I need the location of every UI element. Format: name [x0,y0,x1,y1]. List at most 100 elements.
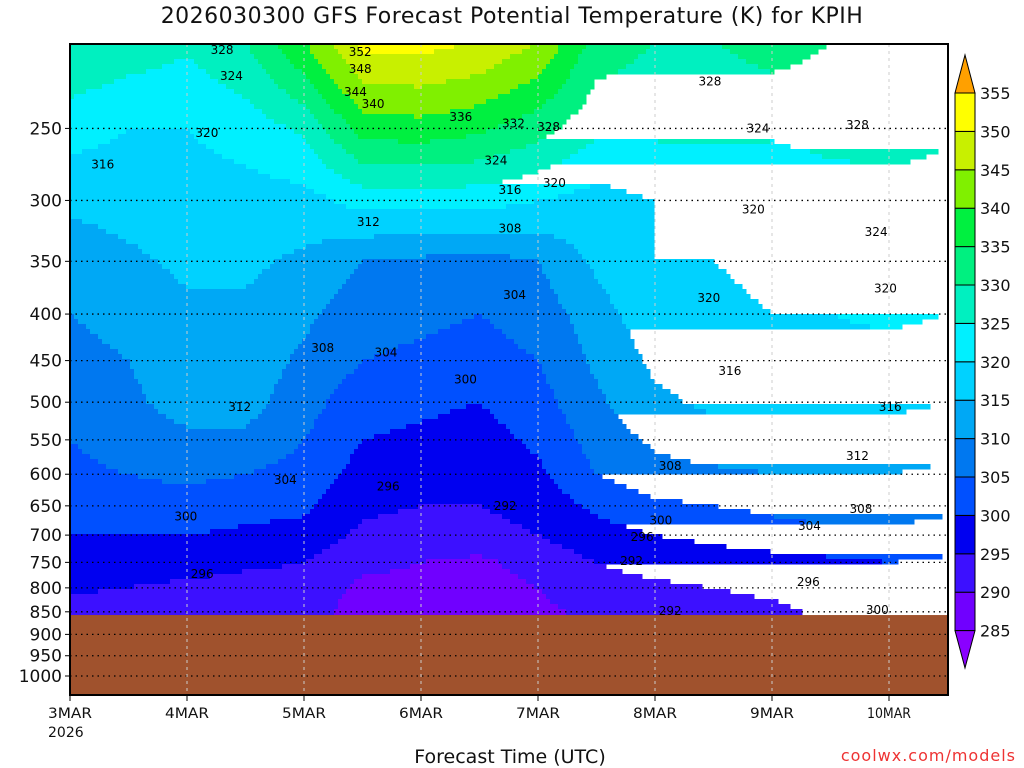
contour-label: 320 [195,126,218,140]
heatmap-cell [334,199,535,205]
heatmap-cell [90,329,311,335]
contour-label: 328 [846,118,869,132]
heatmap-cell [102,84,227,90]
heatmap-cell [510,89,559,95]
heatmap-cell [70,304,327,310]
heatmap-cell [646,49,731,55]
heatmap-cell [70,494,323,500]
y-axis: 2503003504004505005506006507007508008509… [19,119,70,687]
heatmap-cell [186,284,247,290]
x-tick-label: 5MAR [282,706,326,722]
contour-label: 312 [357,215,380,229]
heatmap-cell [342,114,415,120]
heatmap-cell [350,94,499,100]
heatmap-cell [70,179,291,185]
heatmap-cell [406,424,507,430]
contour-label: 296 [191,567,214,581]
heatmap-cell [70,189,315,195]
heatmap-cell [558,194,643,200]
heatmap-cell [390,569,511,575]
contour-label: 312 [228,400,251,414]
colorbar-label: 300 [980,506,1011,525]
heatmap-cell [70,89,87,95]
heatmap-cell [70,149,83,155]
heatmap-cell [70,274,175,280]
heatmap-cell [558,44,587,50]
credit-link[interactable]: coolwx.com/models [840,746,1016,765]
heatmap-cell [70,289,339,295]
heatmap-cell [526,579,671,585]
heatmap-cell [314,189,575,195]
heatmap-cell [522,524,627,530]
y-tick-label: 350 [30,252,62,272]
heatmap-cell [594,374,651,380]
heatmap-cell [562,84,595,90]
colorbar-label: 285 [980,622,1011,641]
heatmap-cell [426,334,507,340]
heatmap-cell [270,519,363,525]
heatmap-cell [134,584,351,590]
heatmap-cell [510,149,579,155]
heatmap-cell [594,559,883,565]
heatmap-cell [594,469,759,475]
heatmap-cell [582,504,719,510]
heatmap-cell [70,554,315,560]
heatmap-cell [214,149,315,155]
heatmap-cell [502,564,607,570]
heatmap-cell [286,454,351,460]
heatmap-cell [290,359,363,365]
heatmap-cell [506,204,655,210]
heatmap-cell [70,434,307,440]
heatmap-cell [206,144,311,150]
heatmap-cell [578,54,639,60]
heatmap-cell [190,129,295,135]
heatmap-cell [554,289,607,295]
contour-label: 300 [174,510,197,524]
heatmap-cell [542,369,591,375]
heatmap-cell [70,354,123,360]
heatmap-layer [70,44,943,620]
heatmap-cell [550,284,603,290]
heatmap-cell [70,524,239,530]
heatmap-cell [142,249,295,255]
heatmap-cell [306,334,427,340]
heatmap-cell [606,289,747,295]
contour-label: 308 [498,221,521,235]
heatmap-cell [358,74,471,80]
y-tick-label: 500 [30,393,62,413]
heatmap-cell [706,409,907,415]
heatmap-cell [314,114,343,120]
heatmap-cell [354,369,543,375]
heatmap-cell [206,69,267,75]
contour-label: 320 [874,282,897,296]
heatmap-cell [70,224,99,230]
heatmap-cell [194,134,303,140]
heatmap-cell [310,429,391,435]
heatmap-cell [130,364,287,370]
colorbar-swatch [954,553,976,593]
heatmap-cell [306,559,427,565]
heatmap-cell [286,54,315,60]
heatmap-cell [278,84,315,90]
heatmap-cell [510,569,623,575]
heatmap-cell [474,314,483,320]
heatmap-cell [70,199,335,205]
heatmap-cell [358,364,543,370]
heatmap-cell [546,374,595,380]
heatmap-cell [586,259,715,265]
heatmap-cell [558,484,627,490]
heatmap-cell [526,144,587,150]
heatmap-cell [342,469,547,475]
heatmap-cell [502,514,599,520]
heatmap-cell [70,254,151,260]
heatmap-cell [70,144,99,150]
heatmap-cell [346,149,511,155]
heatmap-cell [70,159,235,165]
heatmap-cell [518,574,643,580]
heatmap-cell [290,94,323,100]
x-tick-label: 9MAR [750,706,794,722]
heatmap-cell [354,579,527,585]
colorbar-swatch [954,92,976,132]
heatmap-cell [170,579,355,585]
heatmap-cell [70,474,139,480]
